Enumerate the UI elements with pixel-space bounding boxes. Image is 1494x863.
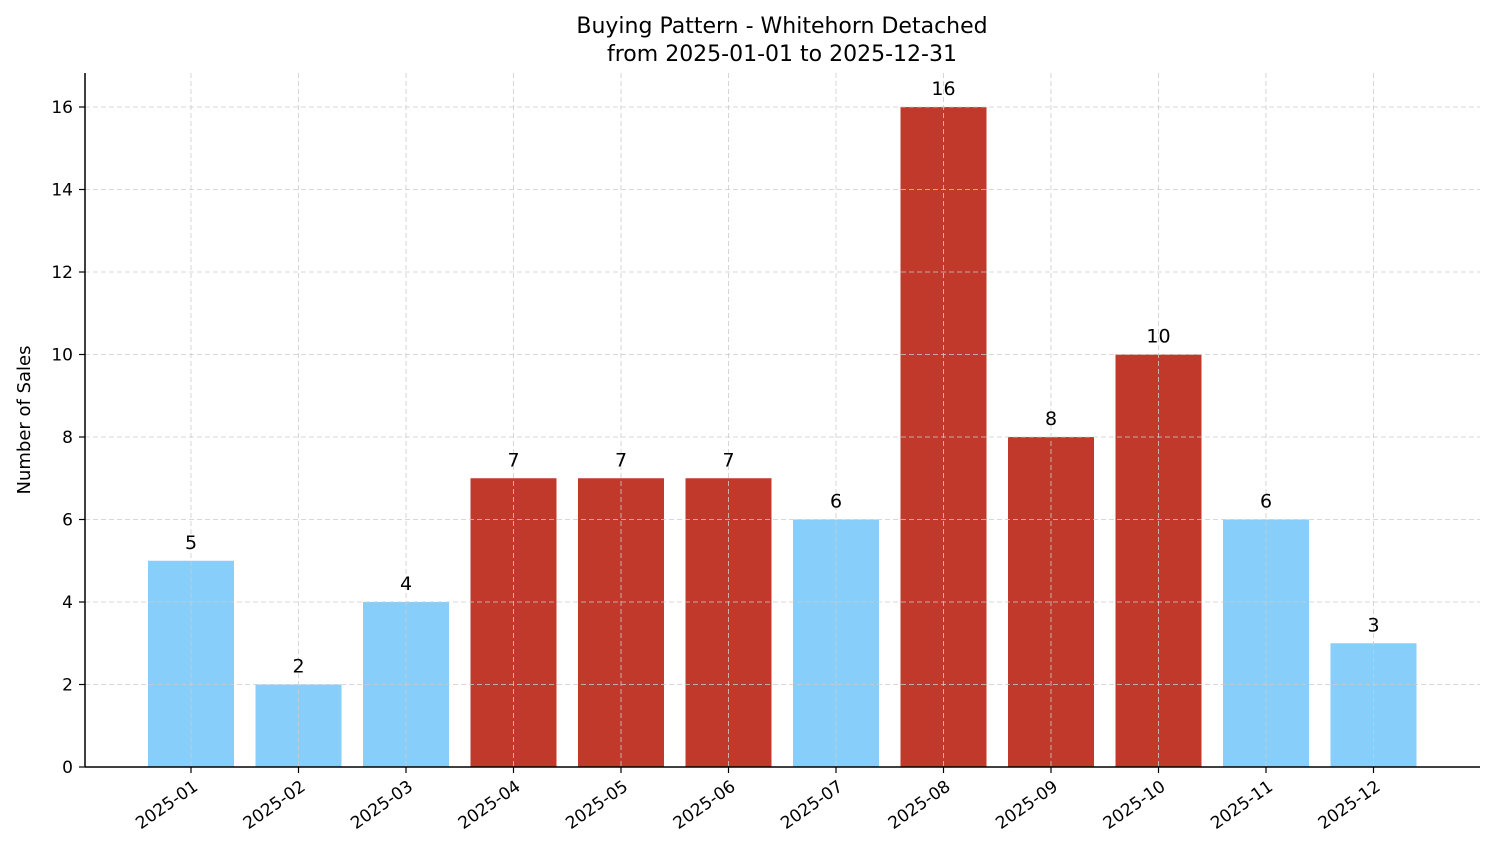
- x-tick-label: 2025-02: [240, 777, 310, 834]
- x-tick-label: 2025-06: [670, 777, 740, 834]
- y-tick-label: 4: [62, 593, 73, 613]
- data-label: 4: [400, 573, 412, 595]
- y-tick-label: 6: [62, 511, 73, 531]
- data-label: 7: [507, 449, 519, 471]
- y-tick-label: 8: [62, 428, 73, 448]
- x-tick-label: 2025-07: [777, 777, 847, 834]
- bar-2025-06: [685, 478, 772, 767]
- x-tick-label: 2025-05: [562, 777, 632, 834]
- x-tick-label: 2025-12: [1315, 777, 1385, 834]
- y-tick-label: 0: [62, 758, 73, 778]
- data-label: 5: [185, 532, 197, 554]
- data-label: 6: [830, 491, 842, 513]
- x-tick-label: 2025-03: [347, 777, 417, 834]
- data-label: 8: [1045, 408, 1057, 430]
- y-tick-label: 12: [51, 263, 73, 283]
- bar-2025-05: [578, 478, 664, 767]
- x-tick-label: 2025-09: [992, 777, 1062, 834]
- data-label: 7: [615, 449, 627, 471]
- x-tick-label: 2025-01: [132, 777, 202, 834]
- y-tick-label: 10: [51, 346, 73, 366]
- data-label: 3: [1367, 614, 1379, 636]
- chart-subtitle: from 2025-01-01 to 2025-12-31: [607, 42, 957, 67]
- x-tick-label: 2025-10: [1100, 777, 1170, 834]
- y-axis-label: Number of Sales: [14, 345, 35, 494]
- data-label: 7: [722, 449, 734, 471]
- x-tick-label: 2025-08: [885, 777, 955, 834]
- data-label: 6: [1260, 491, 1272, 513]
- bar-2025-01: [148, 560, 234, 767]
- data-label: 2: [292, 656, 304, 678]
- chart-title: Buying Pattern - Whitehorn Detached: [576, 14, 987, 39]
- bar-2025-04: [470, 478, 557, 767]
- x-tick-label: 2025-04: [455, 777, 525, 834]
- data-label: 10: [1146, 326, 1170, 348]
- y-tick-label: 16: [51, 98, 73, 118]
- y-tick-label: 14: [51, 181, 73, 201]
- data-label: 16: [931, 78, 955, 100]
- y-tick-label: 2: [62, 676, 73, 696]
- x-tick-label: 2025-11: [1207, 777, 1277, 834]
